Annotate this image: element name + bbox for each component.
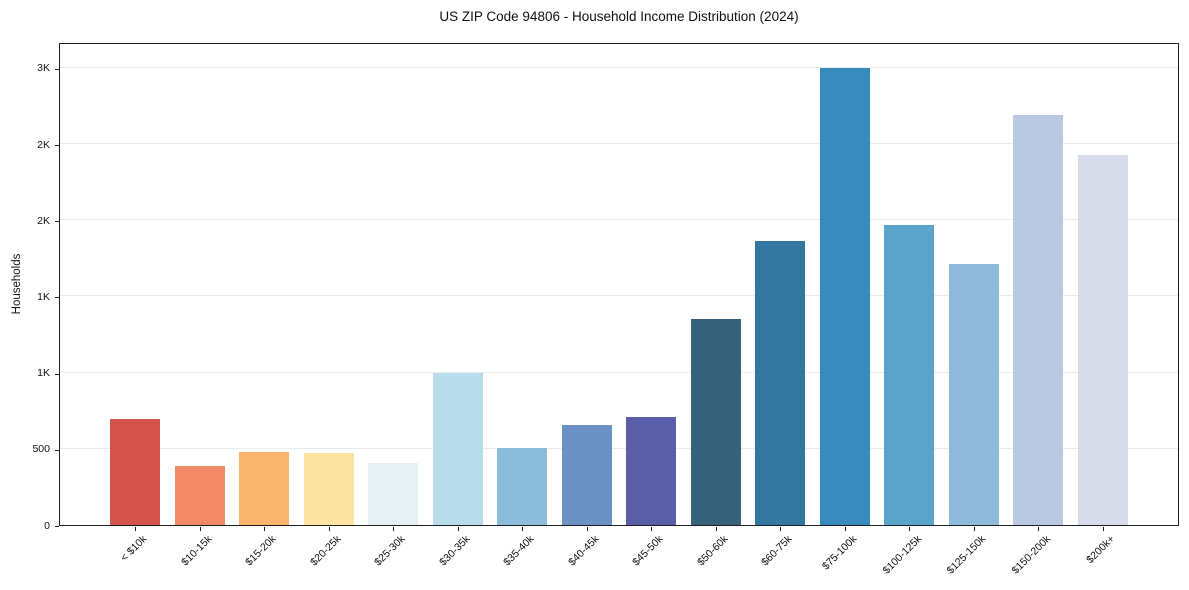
x-tick-label: $200k+ xyxy=(1084,533,1118,567)
chart-title: US ZIP Code 94806 - Household Income Dis… xyxy=(439,9,799,24)
x-tick-mark xyxy=(264,527,266,531)
y-tick-label: 2K xyxy=(37,138,50,151)
y-tick-label: 1K xyxy=(37,290,50,303)
x-tick-mark xyxy=(135,527,136,531)
x-tick-label: $60-75k xyxy=(759,533,795,569)
y-tick-mark xyxy=(55,297,59,299)
gridline xyxy=(60,371,1178,373)
x-tick-mark xyxy=(844,527,846,531)
gridline xyxy=(60,447,1178,449)
bar xyxy=(884,224,935,525)
y-tick-mark xyxy=(55,221,59,223)
y-tick-mark xyxy=(55,68,59,70)
bar xyxy=(755,241,806,525)
x-tick-label: $10-15k xyxy=(178,533,215,569)
x-tick-label: $100-125k xyxy=(880,533,924,577)
x-tick-label: $25-30k xyxy=(372,533,408,569)
bar xyxy=(1013,115,1064,525)
bar xyxy=(948,264,999,525)
bar xyxy=(303,452,354,525)
x-tick-mark xyxy=(328,527,330,531)
x-tick-label: $150-200k xyxy=(1009,533,1053,577)
bar xyxy=(626,417,677,525)
x-tick-mark xyxy=(199,527,201,531)
x-tick-label: $15-20k xyxy=(243,533,279,569)
x-tick-mark xyxy=(651,527,653,531)
bar xyxy=(368,462,419,525)
gridline xyxy=(60,295,1178,297)
x-tick-mark xyxy=(393,527,395,531)
x-tick-mark xyxy=(522,527,524,531)
bar xyxy=(432,373,483,525)
x-tick-mark xyxy=(1103,527,1104,531)
bar xyxy=(561,424,612,525)
bar xyxy=(1078,154,1128,525)
x-tick-label: $40-45k xyxy=(565,533,602,569)
gridline xyxy=(60,143,1178,145)
x-tick-label: $35-40k xyxy=(501,533,537,569)
bar xyxy=(239,452,290,525)
x-tick-label: $45-50k xyxy=(630,533,666,569)
y-tick-mark xyxy=(55,526,59,527)
y-tick-mark xyxy=(55,145,59,147)
bar xyxy=(819,68,870,525)
bar xyxy=(174,465,225,525)
y-tick-label: 3K xyxy=(37,62,50,75)
x-tick-label: < $10k xyxy=(118,533,150,564)
plot-area xyxy=(59,43,1179,526)
x-tick-label: $30-35k xyxy=(436,533,473,569)
y-tick-label: 2K xyxy=(37,214,50,227)
x-tick-mark xyxy=(1038,527,1040,531)
x-tick-label: $125-150k xyxy=(944,533,989,577)
bar xyxy=(690,318,741,525)
x-tick-mark xyxy=(780,527,782,531)
y-tick-mark xyxy=(55,449,59,451)
x-tick-mark xyxy=(586,527,588,531)
x-tick-mark xyxy=(973,527,975,531)
y-axis-label: Households xyxy=(11,253,23,315)
x-tick-label: $75-100k xyxy=(819,533,860,573)
gridline xyxy=(60,219,1178,221)
bar xyxy=(110,418,160,525)
y-tick-label: 0 xyxy=(44,519,50,532)
y-tick-label: 500 xyxy=(32,443,50,456)
x-tick-label: $50-60k xyxy=(694,533,731,569)
x-tick-mark xyxy=(715,527,717,531)
y-tick-mark xyxy=(55,373,59,375)
x-tick-label: $20-25k xyxy=(307,533,344,569)
x-tick-mark xyxy=(909,527,911,531)
bar xyxy=(497,448,548,525)
x-tick-mark xyxy=(457,527,459,531)
y-tick-label: 1K xyxy=(37,367,50,380)
gridline xyxy=(60,66,1178,68)
